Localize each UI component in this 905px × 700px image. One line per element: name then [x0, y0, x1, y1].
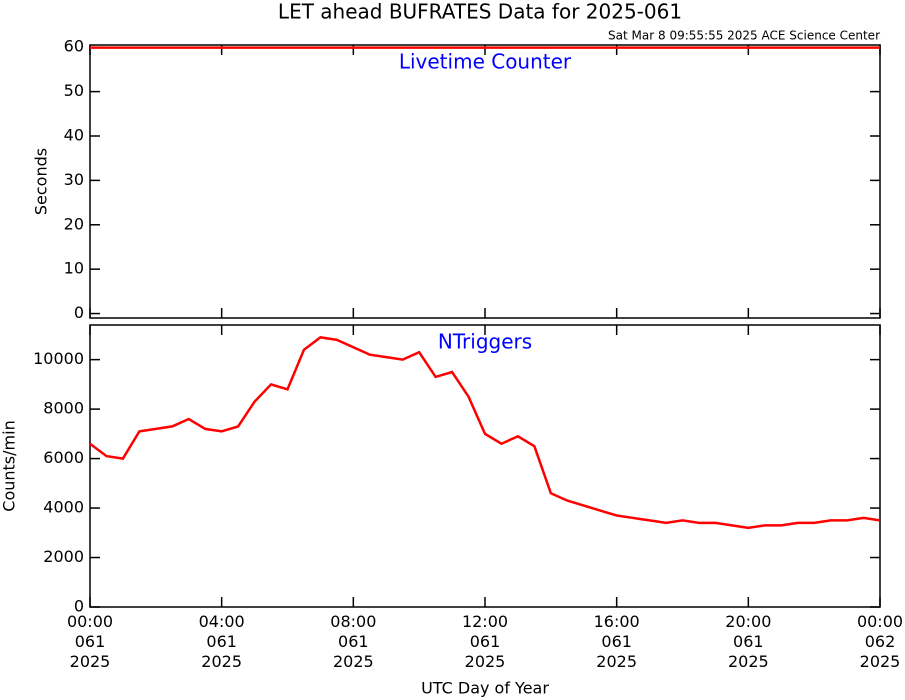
chart-title: LET ahead BUFRATES Data for 2025-061: [278, 0, 682, 24]
y-tick-label: 30: [64, 170, 84, 189]
x-tick-label: 04:00 061 2025: [199, 612, 245, 671]
y-tick-label: 0: [74, 303, 84, 322]
y-tick-label: 20: [64, 214, 84, 233]
x-axis-label: UTC Day of Year: [421, 679, 549, 698]
x-tick-label: 16:00 061 2025: [594, 612, 640, 671]
y-tick-label: 6000: [43, 448, 84, 467]
chart-subtitle: Sat Mar 8 09:55:55 2025 ACE Science Cent…: [608, 29, 880, 43]
y-axis-label: Counts/min: [0, 420, 19, 511]
y-tick-label: 60: [64, 37, 84, 56]
y-tick-label: 4000: [43, 498, 84, 517]
y-tick-label: 50: [64, 81, 84, 100]
x-tick-label: 00:00 062 2025: [857, 612, 903, 671]
x-tick-label: 08:00 061 2025: [330, 612, 376, 671]
y-tick-label: 10: [64, 259, 84, 278]
y-tick-label: 40: [64, 126, 84, 145]
y-tick-label: 2000: [43, 547, 84, 566]
y-tick-label: 0: [74, 597, 84, 616]
panel-label: Livetime Counter: [399, 50, 572, 74]
panel-label: NTriggers: [438, 330, 532, 354]
y-axis-label: Seconds: [32, 148, 51, 215]
x-tick-label: 12:00 061 2025: [462, 612, 508, 671]
data-line: [89, 336, 881, 530]
y-tick-label: 10000: [33, 349, 84, 368]
y-tick-label: 8000: [43, 399, 84, 418]
x-tick-label: 20:00 061 2025: [725, 612, 771, 671]
x-tick-label: 00:00 061 2025: [67, 612, 113, 671]
